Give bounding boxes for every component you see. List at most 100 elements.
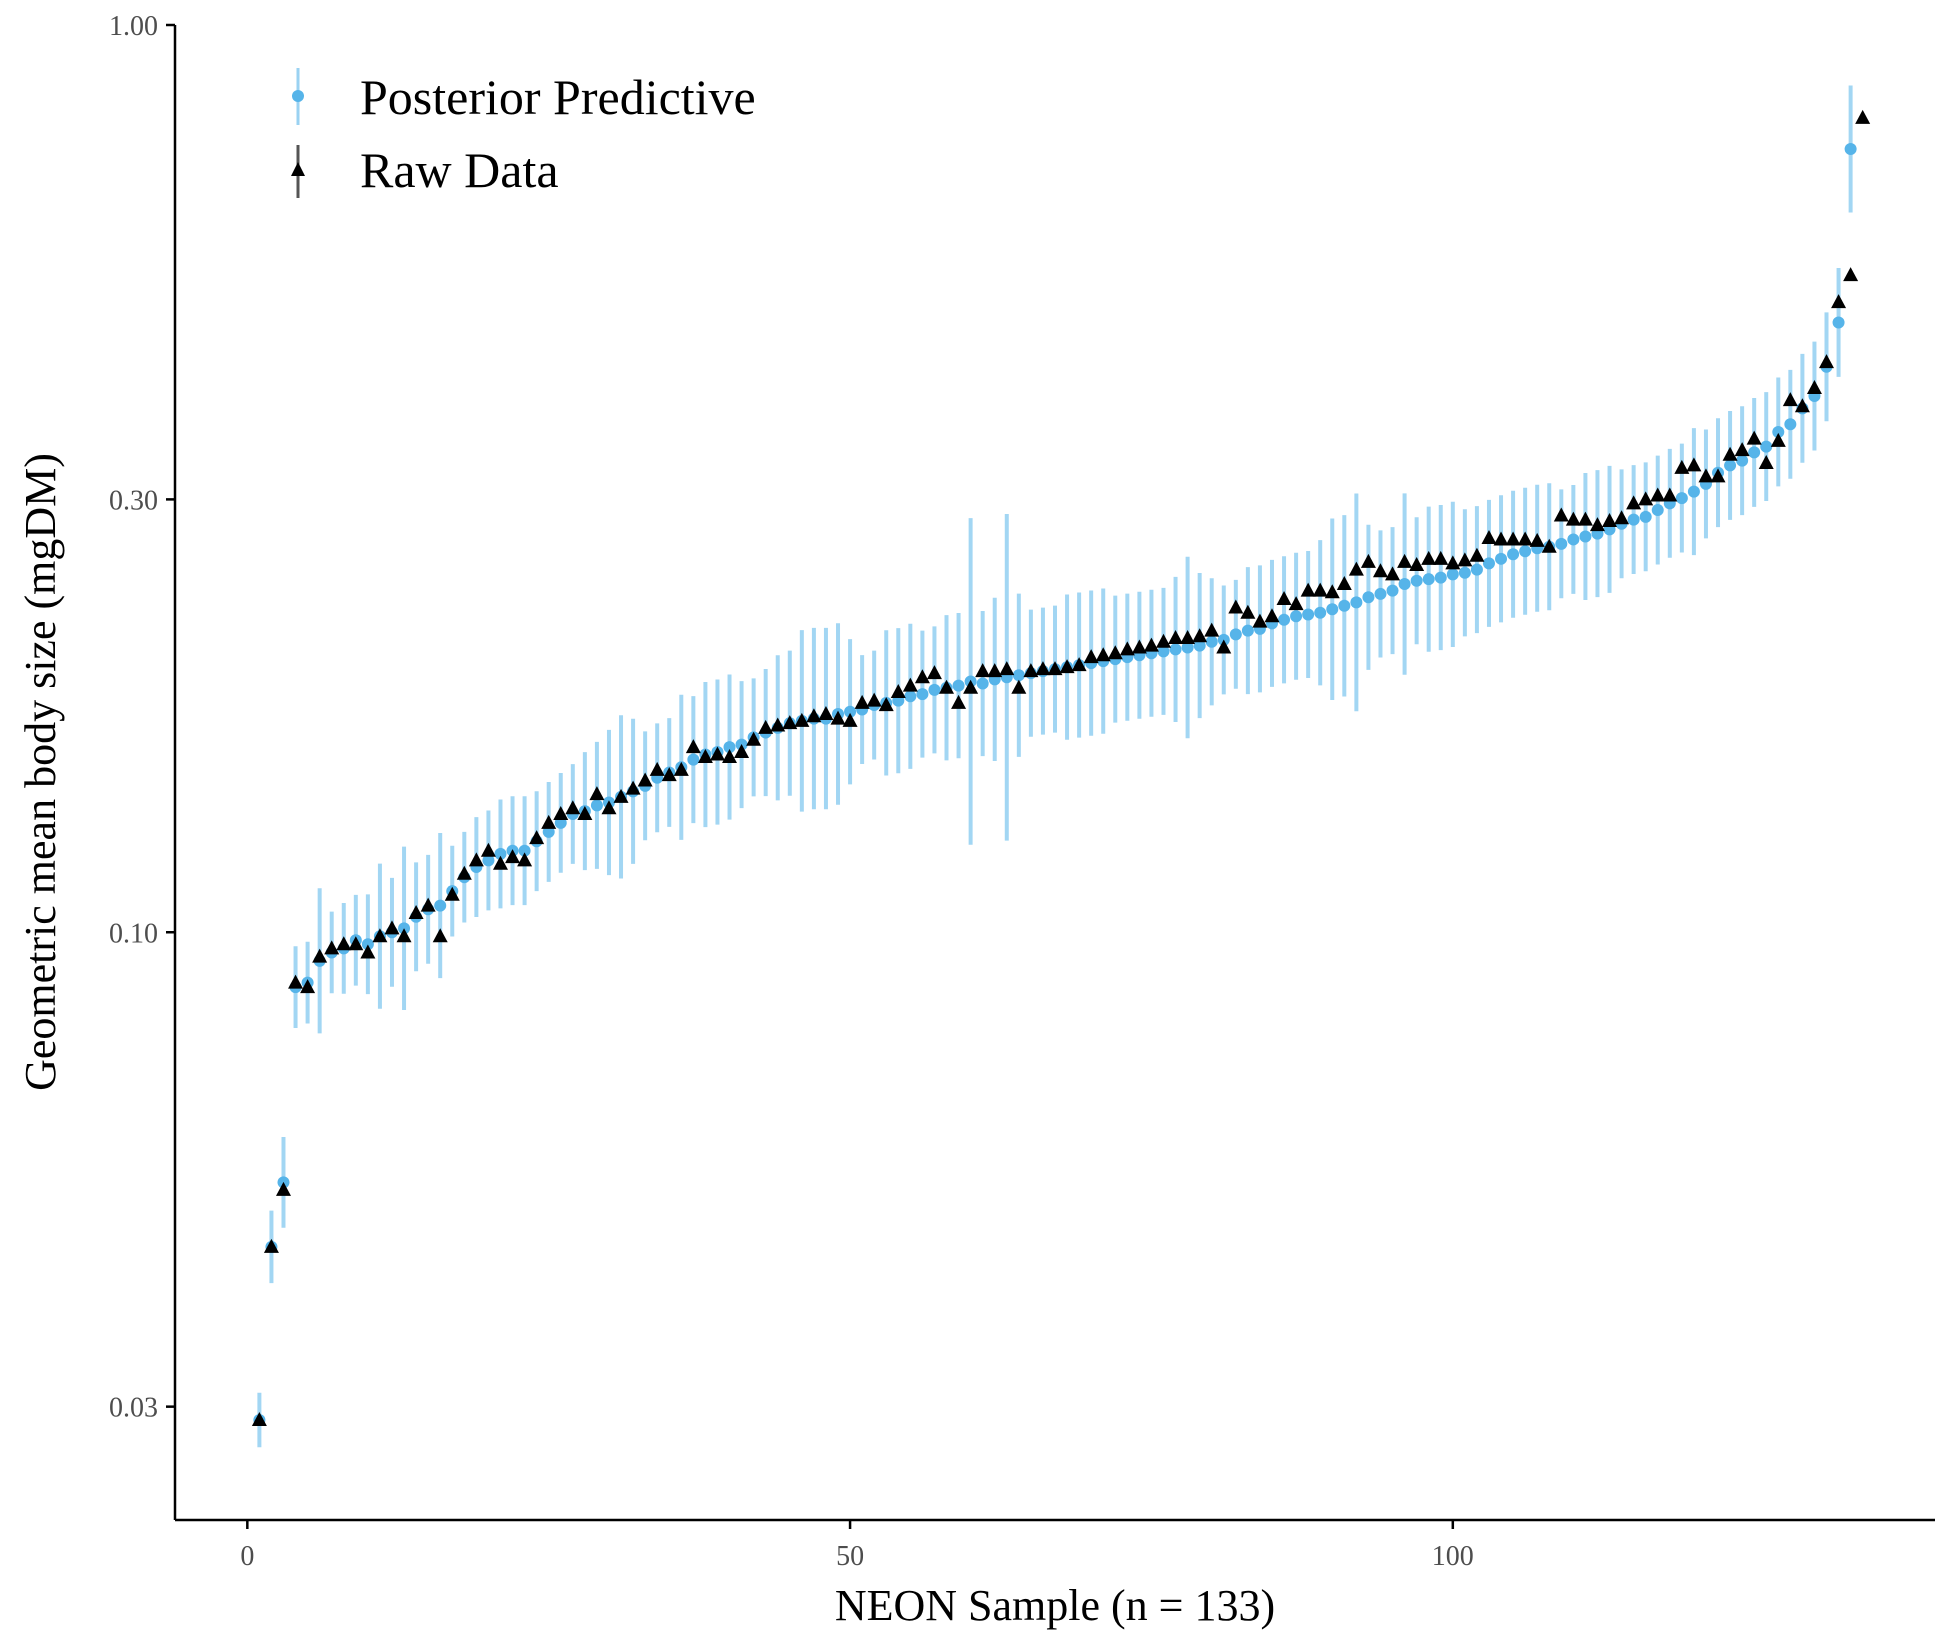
raw-data-point xyxy=(975,663,991,678)
raw-data-point xyxy=(782,715,798,730)
raw-data-point xyxy=(565,800,581,815)
posterior-point xyxy=(1326,603,1339,616)
raw-data-point xyxy=(553,806,569,821)
axis-ticks: 0 50 100 0.03 0.10 0.30 1.00 xyxy=(109,11,1474,1572)
posterior-point xyxy=(1458,566,1471,579)
raw-data-point xyxy=(818,706,834,721)
raw-data-point xyxy=(854,694,870,709)
legend-raw-marker xyxy=(291,162,305,176)
posterior-point xyxy=(590,799,603,812)
raw-data-point xyxy=(1385,566,1401,581)
raw-data-point xyxy=(480,842,496,857)
posterior-point xyxy=(1736,454,1749,467)
raw-data-point xyxy=(1119,641,1135,656)
raw-data-point xyxy=(1602,512,1618,527)
data-points xyxy=(251,109,1871,1427)
posterior-point xyxy=(1519,545,1532,558)
raw-data-point xyxy=(878,697,894,712)
raw-data-point xyxy=(673,761,689,776)
posterior-point xyxy=(1205,635,1218,648)
raw-data-point xyxy=(1445,555,1461,570)
raw-data-point xyxy=(685,739,701,754)
raw-data-point xyxy=(1469,547,1485,562)
raw-data-point xyxy=(505,849,521,864)
raw-data-point xyxy=(1806,380,1822,395)
raw-data-point xyxy=(1059,659,1075,674)
posterior-point xyxy=(1302,608,1315,621)
raw-data-point xyxy=(468,852,484,867)
raw-data-point xyxy=(794,712,810,727)
raw-data-point xyxy=(324,940,340,955)
raw-data-point xyxy=(1758,455,1774,470)
raw-data-point xyxy=(288,974,304,989)
raw-data-point xyxy=(1734,442,1750,457)
posterior-interval-bars xyxy=(257,85,1853,1448)
raw-data-point xyxy=(722,749,738,764)
y-tick-label: 0.03 xyxy=(109,1393,158,1424)
posterior-point xyxy=(542,825,555,838)
raw-data-point xyxy=(1011,679,1027,694)
raw-data-point xyxy=(384,920,400,935)
raw-data-point xyxy=(1541,538,1557,553)
y-tick-label: 0.30 xyxy=(109,485,158,516)
raw-data-point xyxy=(1047,661,1063,676)
raw-data-point xyxy=(1553,507,1569,522)
raw-data-point xyxy=(529,830,545,845)
raw-data-point xyxy=(1529,532,1545,547)
legend-posterior-marker xyxy=(292,90,304,102)
raw-data-point xyxy=(1626,495,1642,510)
raw-data-point xyxy=(1565,511,1581,526)
raw-data-point xyxy=(1023,663,1039,678)
posterior-point xyxy=(518,844,531,857)
raw-data-point xyxy=(1155,633,1171,648)
raw-data-point xyxy=(1240,604,1256,619)
raw-data-point xyxy=(830,710,846,725)
raw-data-point xyxy=(1312,582,1328,597)
posterior-point xyxy=(1470,563,1483,576)
posterior-point xyxy=(1350,596,1363,609)
raw-data-point xyxy=(890,684,906,699)
posterior-point xyxy=(1748,446,1761,459)
posterior-point xyxy=(1181,641,1194,654)
posterior-point xyxy=(904,690,917,703)
posterior-point xyxy=(1507,548,1520,561)
legend-raw-label: Raw Data xyxy=(360,142,559,198)
raw-data-point xyxy=(251,1412,267,1427)
raw-data-point xyxy=(806,708,822,723)
raw-data-point xyxy=(601,800,617,815)
raw-data-point xyxy=(1409,556,1425,571)
raw-data-point xyxy=(1143,637,1159,652)
posterior-point xyxy=(1290,610,1303,623)
raw-data-point xyxy=(1228,599,1244,614)
posterior-point xyxy=(1482,557,1495,570)
raw-data-point xyxy=(697,749,713,764)
raw-data-point xyxy=(661,767,677,782)
raw-data-point xyxy=(951,694,967,709)
raw-data-point xyxy=(1770,432,1786,447)
raw-data-point xyxy=(263,1238,279,1253)
posterior-point xyxy=(1555,537,1568,550)
raw-data-point xyxy=(613,788,629,803)
raw-data-point xyxy=(396,928,412,943)
raw-data-point xyxy=(649,761,665,776)
posterior-point xyxy=(1169,643,1182,656)
raw-data-point xyxy=(1336,576,1352,591)
posterior-point xyxy=(1687,485,1700,498)
x-tick-label: 100 xyxy=(1432,1541,1474,1572)
posterior-point xyxy=(1844,143,1857,156)
posterior-point xyxy=(1784,418,1797,431)
raw-data-point xyxy=(770,717,786,732)
raw-data-point xyxy=(1288,596,1304,611)
posterior-point xyxy=(361,938,374,951)
raw-data-point xyxy=(275,1181,291,1196)
raw-data-point xyxy=(1433,550,1449,565)
y-tick-label: 1.00 xyxy=(109,11,158,42)
posterior-point xyxy=(1446,568,1459,581)
raw-data-point xyxy=(734,744,750,759)
raw-data-point xyxy=(1252,613,1268,628)
posterior-point xyxy=(1760,440,1773,453)
raw-data-point xyxy=(420,897,436,912)
raw-data-point xyxy=(926,665,942,680)
posterior-point xyxy=(1579,530,1592,543)
raw-data-point xyxy=(1071,657,1087,672)
